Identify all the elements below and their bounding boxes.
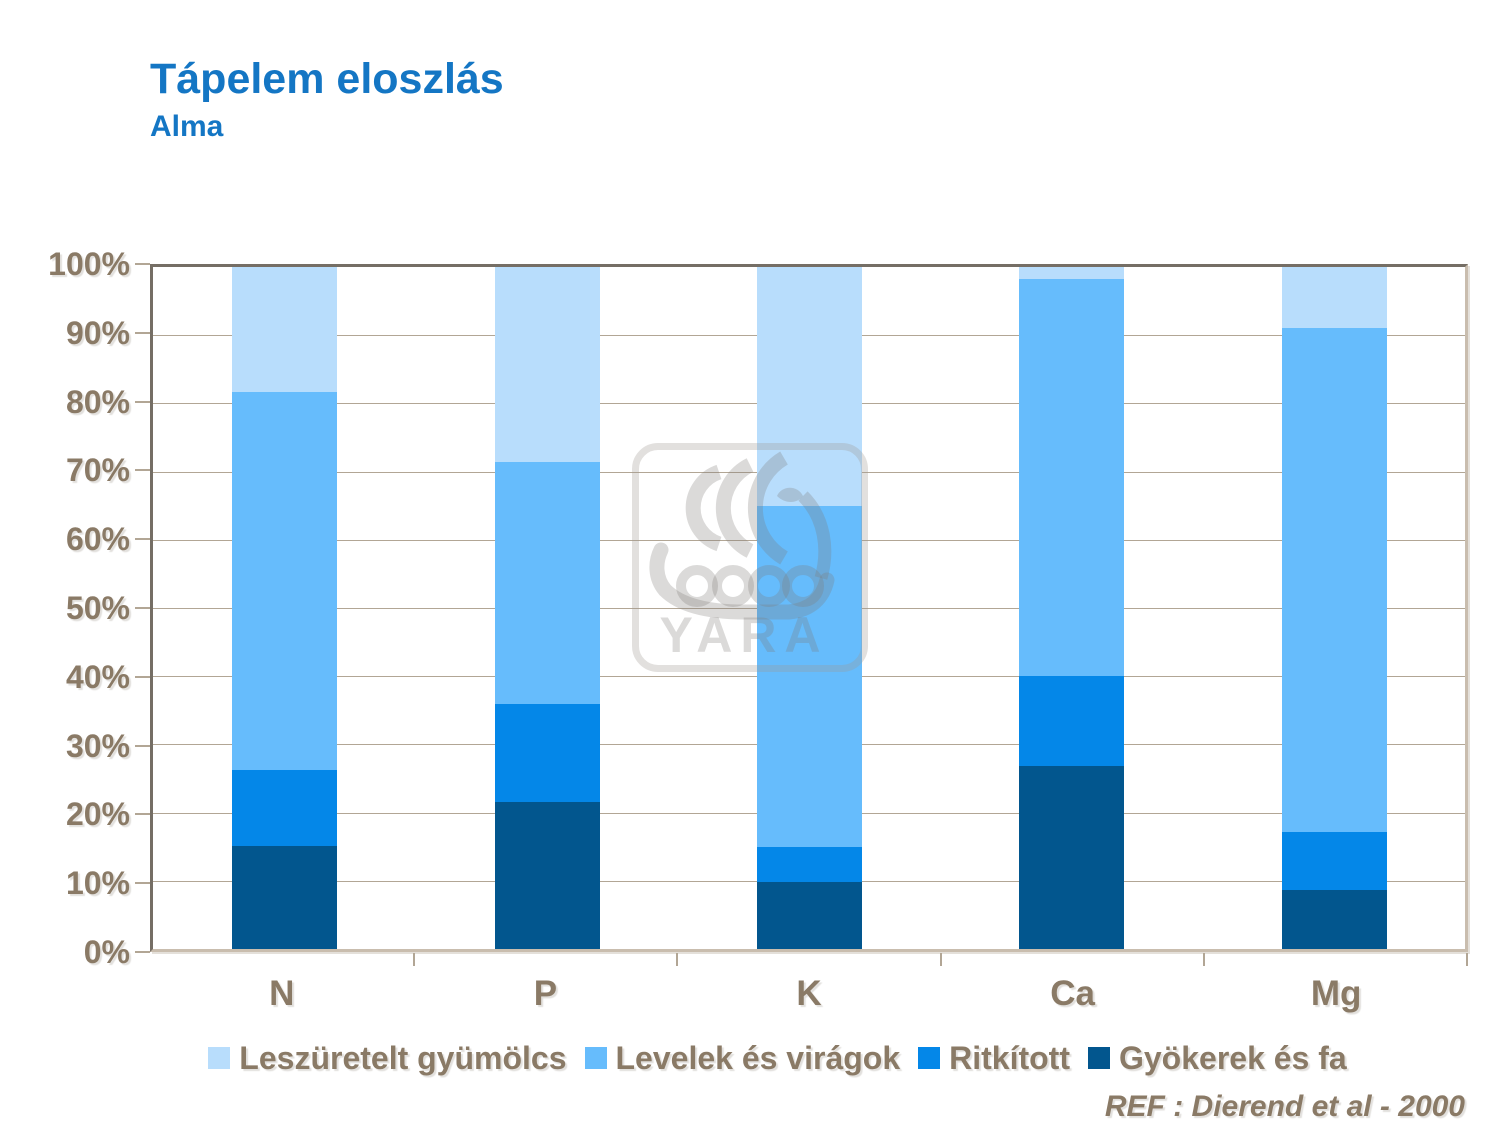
legend-item: Leszüretelt gyümölcs — [208, 1039, 567, 1077]
bar-segment-Levelek és virágok — [1281, 327, 1387, 832]
bar-P — [494, 267, 600, 949]
bar-segment-Gyökerek és fa — [494, 802, 600, 949]
y-tick — [135, 331, 150, 334]
yara-viking-ship-logo: YARA — [649, 451, 835, 663]
y-tick — [135, 882, 150, 885]
legend-marker — [584, 1047, 607, 1069]
y-tick-label: 90% — [65, 314, 130, 351]
x-tick — [1466, 953, 1468, 966]
y-tick-label: 60% — [65, 521, 130, 558]
ship-sail-icon — [715, 458, 754, 558]
legend-item: Gyökerek és fa — [1087, 1039, 1347, 1077]
y-tick-label: 20% — [65, 796, 130, 833]
reference-note: REF : Dierend et al - 2000 — [1104, 1090, 1465, 1123]
bar-segment-Gyökerek és fa — [1019, 765, 1125, 949]
y-tick — [135, 538, 150, 541]
bar-segment-Ritkított — [1019, 676, 1125, 766]
bar-segment-Levelek és virágok — [757, 506, 862, 848]
ship-hull-icon — [649, 542, 835, 620]
y-tick-label: 50% — [65, 590, 130, 626]
bars — [153, 267, 1465, 949]
bar-segment-Leszüretelt gyümölcs — [232, 267, 338, 392]
watermark: YARA — [632, 443, 868, 672]
y-tick-label: 70% — [65, 452, 130, 489]
bar-segment-Ritkított — [494, 704, 600, 803]
ship-head-icon — [777, 487, 803, 502]
legend-label: Leszüretelt gyümölcs — [239, 1039, 567, 1076]
bar-K — [757, 267, 862, 949]
bar-Ca — [1019, 267, 1125, 949]
ship-neck-icon — [798, 491, 832, 580]
legend-marker — [1087, 1047, 1110, 1069]
y-tick-label: 0% — [83, 934, 130, 970]
y-axis-labels: 100% 90% 80% 70% 60% 50% 40% 30% 20% 10% 0% — [0, 247, 130, 969]
y-tick — [135, 951, 150, 953]
x-tick-label: Mg — [1310, 974, 1362, 1013]
bar-segment-Leszüretelt gyümölcs — [494, 267, 600, 463]
page-subtitle: Alma — [150, 110, 224, 143]
ship-sail-icon — [747, 451, 789, 565]
ship-shield-icon — [782, 565, 824, 607]
watermark-label: YARA — [659, 607, 828, 663]
x-tick — [1203, 953, 1206, 966]
x-tick — [412, 953, 415, 966]
y-tick — [135, 607, 150, 609]
ship-sail-icon — [685, 464, 722, 552]
plot-area — [150, 264, 1468, 952]
x-axis-ticks — [150, 953, 1468, 966]
y-tick — [135, 813, 150, 816]
y-tick-label: 10% — [65, 865, 130, 902]
legend-label: Gyökerek és fa — [1118, 1039, 1347, 1076]
legend-label: Ritkított — [949, 1039, 1070, 1076]
x-tick-label: N — [269, 974, 295, 1013]
bar-segment-Ritkított — [232, 769, 338, 847]
ship-shield-icon — [748, 565, 790, 607]
y-tick-label: 80% — [65, 383, 130, 420]
legend-marker — [208, 1047, 231, 1069]
ship-shield-icon — [676, 565, 718, 607]
x-tick — [939, 953, 942, 966]
bar-segment-Gyökerek és fa — [1281, 889, 1387, 949]
y-tick-label: 40% — [65, 658, 130, 695]
legend: Leszüretelt gyümölcs Levelek és virágok Ri… — [0, 1036, 1500, 1080]
y-tick — [135, 469, 150, 472]
y-axis-ticks — [135, 263, 150, 953]
ship-shield-icon — [712, 565, 754, 607]
page-title: Tápelem eloszlás — [150, 55, 504, 103]
x-tick-label: P — [533, 974, 558, 1013]
y-tick — [135, 744, 150, 747]
legend-item: Ritkított — [918, 1040, 1070, 1077]
bar-segment-Ritkított — [757, 847, 862, 883]
x-tick-label: Ca — [1050, 974, 1095, 1013]
bar-segment-Levelek és virágok — [232, 391, 338, 770]
legend-marker — [918, 1047, 941, 1069]
bar-segment-Levelek és virágok — [494, 462, 600, 705]
y-tick — [135, 400, 150, 403]
y-tick-label: 30% — [65, 727, 130, 764]
x-tick — [676, 953, 679, 966]
y-tick-label: 100% — [48, 246, 130, 282]
legend-item: Levelek és virágok — [584, 1039, 901, 1077]
bar-segment-Leszüretelt gyümölcs — [1281, 267, 1387, 328]
legend-label: Levelek és virágok — [615, 1039, 901, 1076]
y-tick — [135, 263, 150, 265]
bar-segment-Gyökerek és fa — [232, 846, 338, 949]
x-axis-labels: N P K Ca Mg — [150, 974, 1468, 1020]
bar-segment-Ritkított — [1281, 831, 1387, 890]
y-tick — [135, 675, 150, 678]
bar-segment-Levelek és virágok — [1019, 278, 1125, 677]
bar-Mg — [1281, 267, 1387, 949]
bar-N — [232, 267, 338, 949]
x-tick-label: K — [796, 974, 822, 1013]
bar-segment-Gyökerek és fa — [757, 882, 862, 949]
bar-segment-Leszüretelt gyümölcs — [1019, 267, 1125, 279]
